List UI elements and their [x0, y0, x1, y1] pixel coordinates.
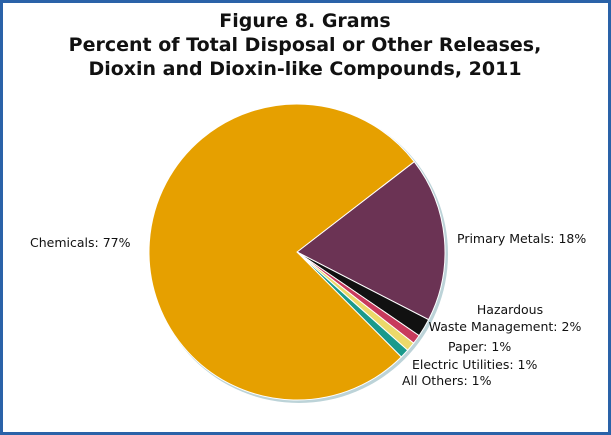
slice-label: Paper: 1%: [448, 339, 511, 354]
pie-slice: [296, 160, 446, 321]
chart-title: Figure 8. Grams: [219, 10, 390, 32]
slice-label: Chemicals: 77%: [30, 235, 131, 250]
slice-label: Waste Management: 2%: [429, 319, 582, 334]
slice-label: All Others: 1%: [402, 373, 492, 388]
slice-label: Electric Utilities: 1%: [412, 357, 537, 372]
chart-title: Dioxin and Dioxin-like Compounds, 2011: [88, 58, 521, 80]
chart-title: Percent of Total Disposal or Other Relea…: [69, 34, 542, 56]
slice-label: Primary Metals: 18%: [457, 231, 586, 246]
pie-slice: [148, 103, 415, 401]
slice-label: Hazardous: [477, 302, 543, 317]
